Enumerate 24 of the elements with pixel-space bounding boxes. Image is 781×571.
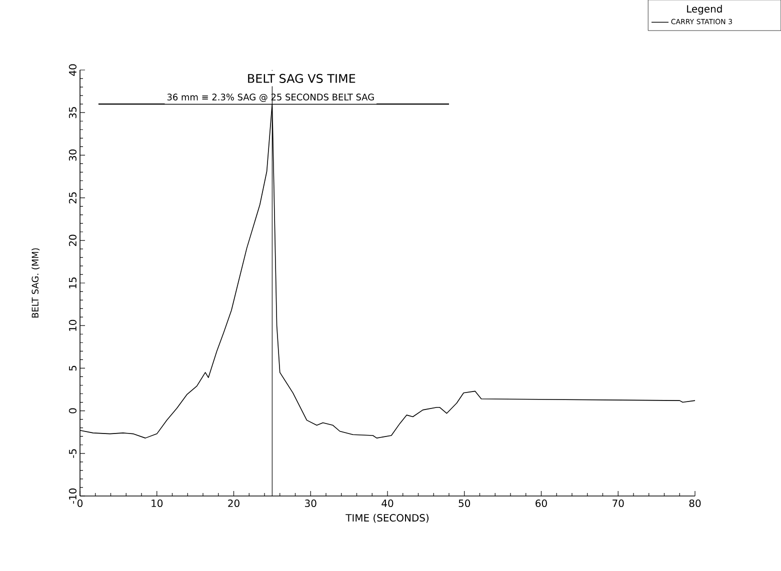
x-tick-label: 0 — [77, 500, 83, 508]
y-tick-label: 40 — [68, 64, 76, 76]
y-tick-label: 25 — [68, 192, 76, 204]
y-tick-label: 0 — [68, 408, 76, 414]
x-tick-label: 40 — [382, 500, 394, 508]
y-tick-label: 20 — [68, 234, 76, 246]
x-tick-label: 50 — [458, 500, 470, 508]
x-tick-label: 70 — [612, 500, 624, 508]
x-tick-label: 30 — [305, 500, 316, 508]
x-tick-label: 20 — [228, 500, 240, 508]
y-tick-label: -5 — [69, 449, 76, 458]
y-tick-label: 5 — [69, 366, 76, 371]
y-tick-label: 15 — [69, 278, 76, 288]
chart-title: BELT SAG VS TIME — [248, 74, 356, 83]
x-tick-label: 80 — [689, 500, 701, 508]
x-axis-title: TIME (SECONDS) — [346, 514, 428, 523]
y-tick-label: 35 — [68, 107, 76, 118]
legend-title: Legend — [687, 4, 722, 15]
y-tick-label: 30 — [68, 150, 76, 161]
x-tick-label: 10 — [152, 500, 163, 508]
y-tick-label: 10 — [68, 320, 76, 331]
x-tick-label: 60 — [536, 500, 547, 508]
y-axis-title: BELT SAG. (MM) — [32, 248, 40, 318]
y-tick-label: -10 — [68, 488, 76, 504]
